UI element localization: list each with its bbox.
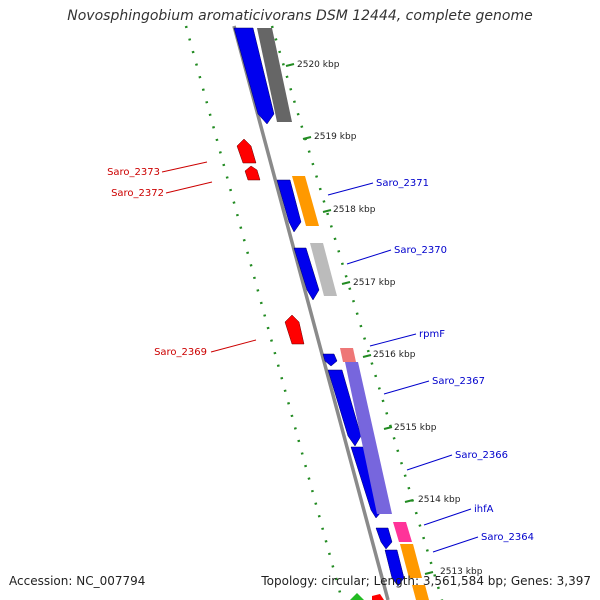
- gene-label-ihfa[interactable]: ihfA: [474, 504, 494, 515]
- gene-label-saro-2367[interactable]: Saro_2367: [432, 376, 485, 387]
- gene-label-rpmf[interactable]: rpmF: [419, 329, 445, 340]
- label-leader: [383, 380, 430, 395]
- gene-label-saro-2369[interactable]: Saro_2369: [154, 347, 207, 358]
- label-leader: [210, 339, 257, 353]
- tick-label: 2519 kbp: [314, 132, 357, 142]
- forward-ruler: [270, 25, 444, 600]
- tick-mark: [341, 281, 351, 285]
- tick-label: 2517 kbp: [353, 278, 396, 288]
- cds-forward-ihfa[interactable]: [375, 527, 393, 550]
- tick-label: 2513 kbp: [440, 567, 483, 577]
- label-leader: [165, 181, 213, 194]
- reverse-ruler: [184, 25, 344, 600]
- tick-mark: [362, 354, 372, 358]
- tick-label: 2514 kbp: [418, 495, 461, 505]
- cds-forward-rpmf[interactable]: [322, 353, 338, 367]
- map-title: Novosphingobium aromaticivorans DSM 1244…: [67, 8, 533, 24]
- label-leader: [346, 249, 392, 265]
- cog-bar-rpmf: [340, 348, 356, 362]
- cog-bar-saro-2364: [400, 544, 422, 578]
- label-leader: [369, 333, 417, 347]
- tick-mark: [302, 136, 312, 140]
- tick-mark: [322, 209, 332, 213]
- gene-label-saro-2372[interactable]: Saro_2372: [111, 188, 164, 199]
- cog-bar-saro-2370: [310, 243, 337, 296]
- cds-reverse-bottom[interactable]: [372, 594, 384, 600]
- cog-bar-ihfa: [393, 522, 412, 542]
- cog-bar-saro-2367: [345, 362, 392, 514]
- gene-label-saro-2370[interactable]: Saro_2370: [394, 245, 447, 256]
- cds-forward-2374[interactable]: [233, 27, 275, 125]
- label-leader: [406, 454, 453, 471]
- cog-bar-saro-2371: [292, 176, 319, 226]
- cds-green-bottom: [350, 593, 364, 600]
- gene-label-saro-2366[interactable]: Saro_2366: [455, 450, 508, 461]
- gene-label-saro-2364[interactable]: Saro_2364: [481, 532, 534, 543]
- cds-reverse-saro-2372[interactable]: [244, 165, 261, 181]
- cds-forward-saro-2371[interactable]: [276, 179, 302, 233]
- cds-reverse-saro-2369[interactable]: [284, 314, 305, 345]
- gene-label-saro-2373[interactable]: Saro_2373: [107, 167, 160, 178]
- tick-mark: [285, 63, 295, 67]
- gene-label-saro-2371[interactable]: Saro_2371: [376, 178, 429, 189]
- label-leader: [327, 182, 374, 196]
- label-leader: [161, 161, 208, 173]
- tick-mark: [424, 571, 434, 575]
- label-leader: [423, 508, 472, 526]
- cog-bar-2374: [257, 28, 292, 122]
- tick-label: 2515 kbp: [394, 423, 437, 433]
- tick-label: 2518 kbp: [333, 205, 376, 215]
- cds-forward-saro-2367[interactable]: [327, 369, 362, 447]
- cds-forward-saro-2364[interactable]: [384, 549, 405, 587]
- cds-reverse-saro-2373[interactable]: [236, 138, 257, 164]
- label-leader: [432, 536, 479, 553]
- tick-mark: [404, 499, 414, 503]
- genome-backbone: [232, 25, 390, 600]
- cds-forward-saro-2370[interactable]: [293, 247, 320, 301]
- tick-mark: [383, 426, 393, 430]
- cog-bar-bottom: [412, 585, 429, 600]
- tick-label: 2516 kbp: [373, 350, 416, 360]
- tick-label: 2520 kbp: [297, 60, 340, 70]
- accession-label: Accession: NC_007794: [9, 574, 146, 588]
- genome-stats: Topology: circular; Length: 3,561,584 bp…: [261, 574, 591, 588]
